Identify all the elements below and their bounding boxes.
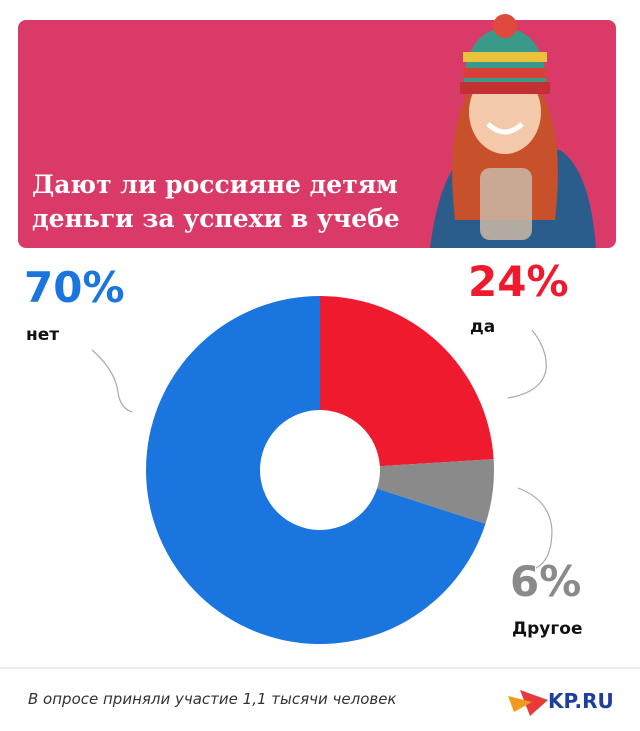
value-label: 24% — [468, 257, 569, 306]
note: В опросе приняли участие 1,1 тысячи чело… — [28, 690, 397, 708]
category-label: нет — [26, 325, 59, 345]
category-label: да — [470, 317, 495, 337]
value-label: 70% — [24, 263, 125, 312]
chart-title: Дают ли россияне детям деньги за успехи … — [32, 170, 400, 233]
donut-slice — [145, 296, 486, 645]
donut-slice — [377, 459, 494, 524]
connectors — [91, 329, 553, 569]
value-label: 6% — [510, 557, 581, 606]
donut-slice — [320, 296, 494, 467]
category-label: Другое — [512, 619, 582, 639]
logo: KP.RU — [508, 689, 614, 716]
logo-text: KP.RU — [548, 689, 614, 713]
child-illustration — [430, 14, 596, 248]
